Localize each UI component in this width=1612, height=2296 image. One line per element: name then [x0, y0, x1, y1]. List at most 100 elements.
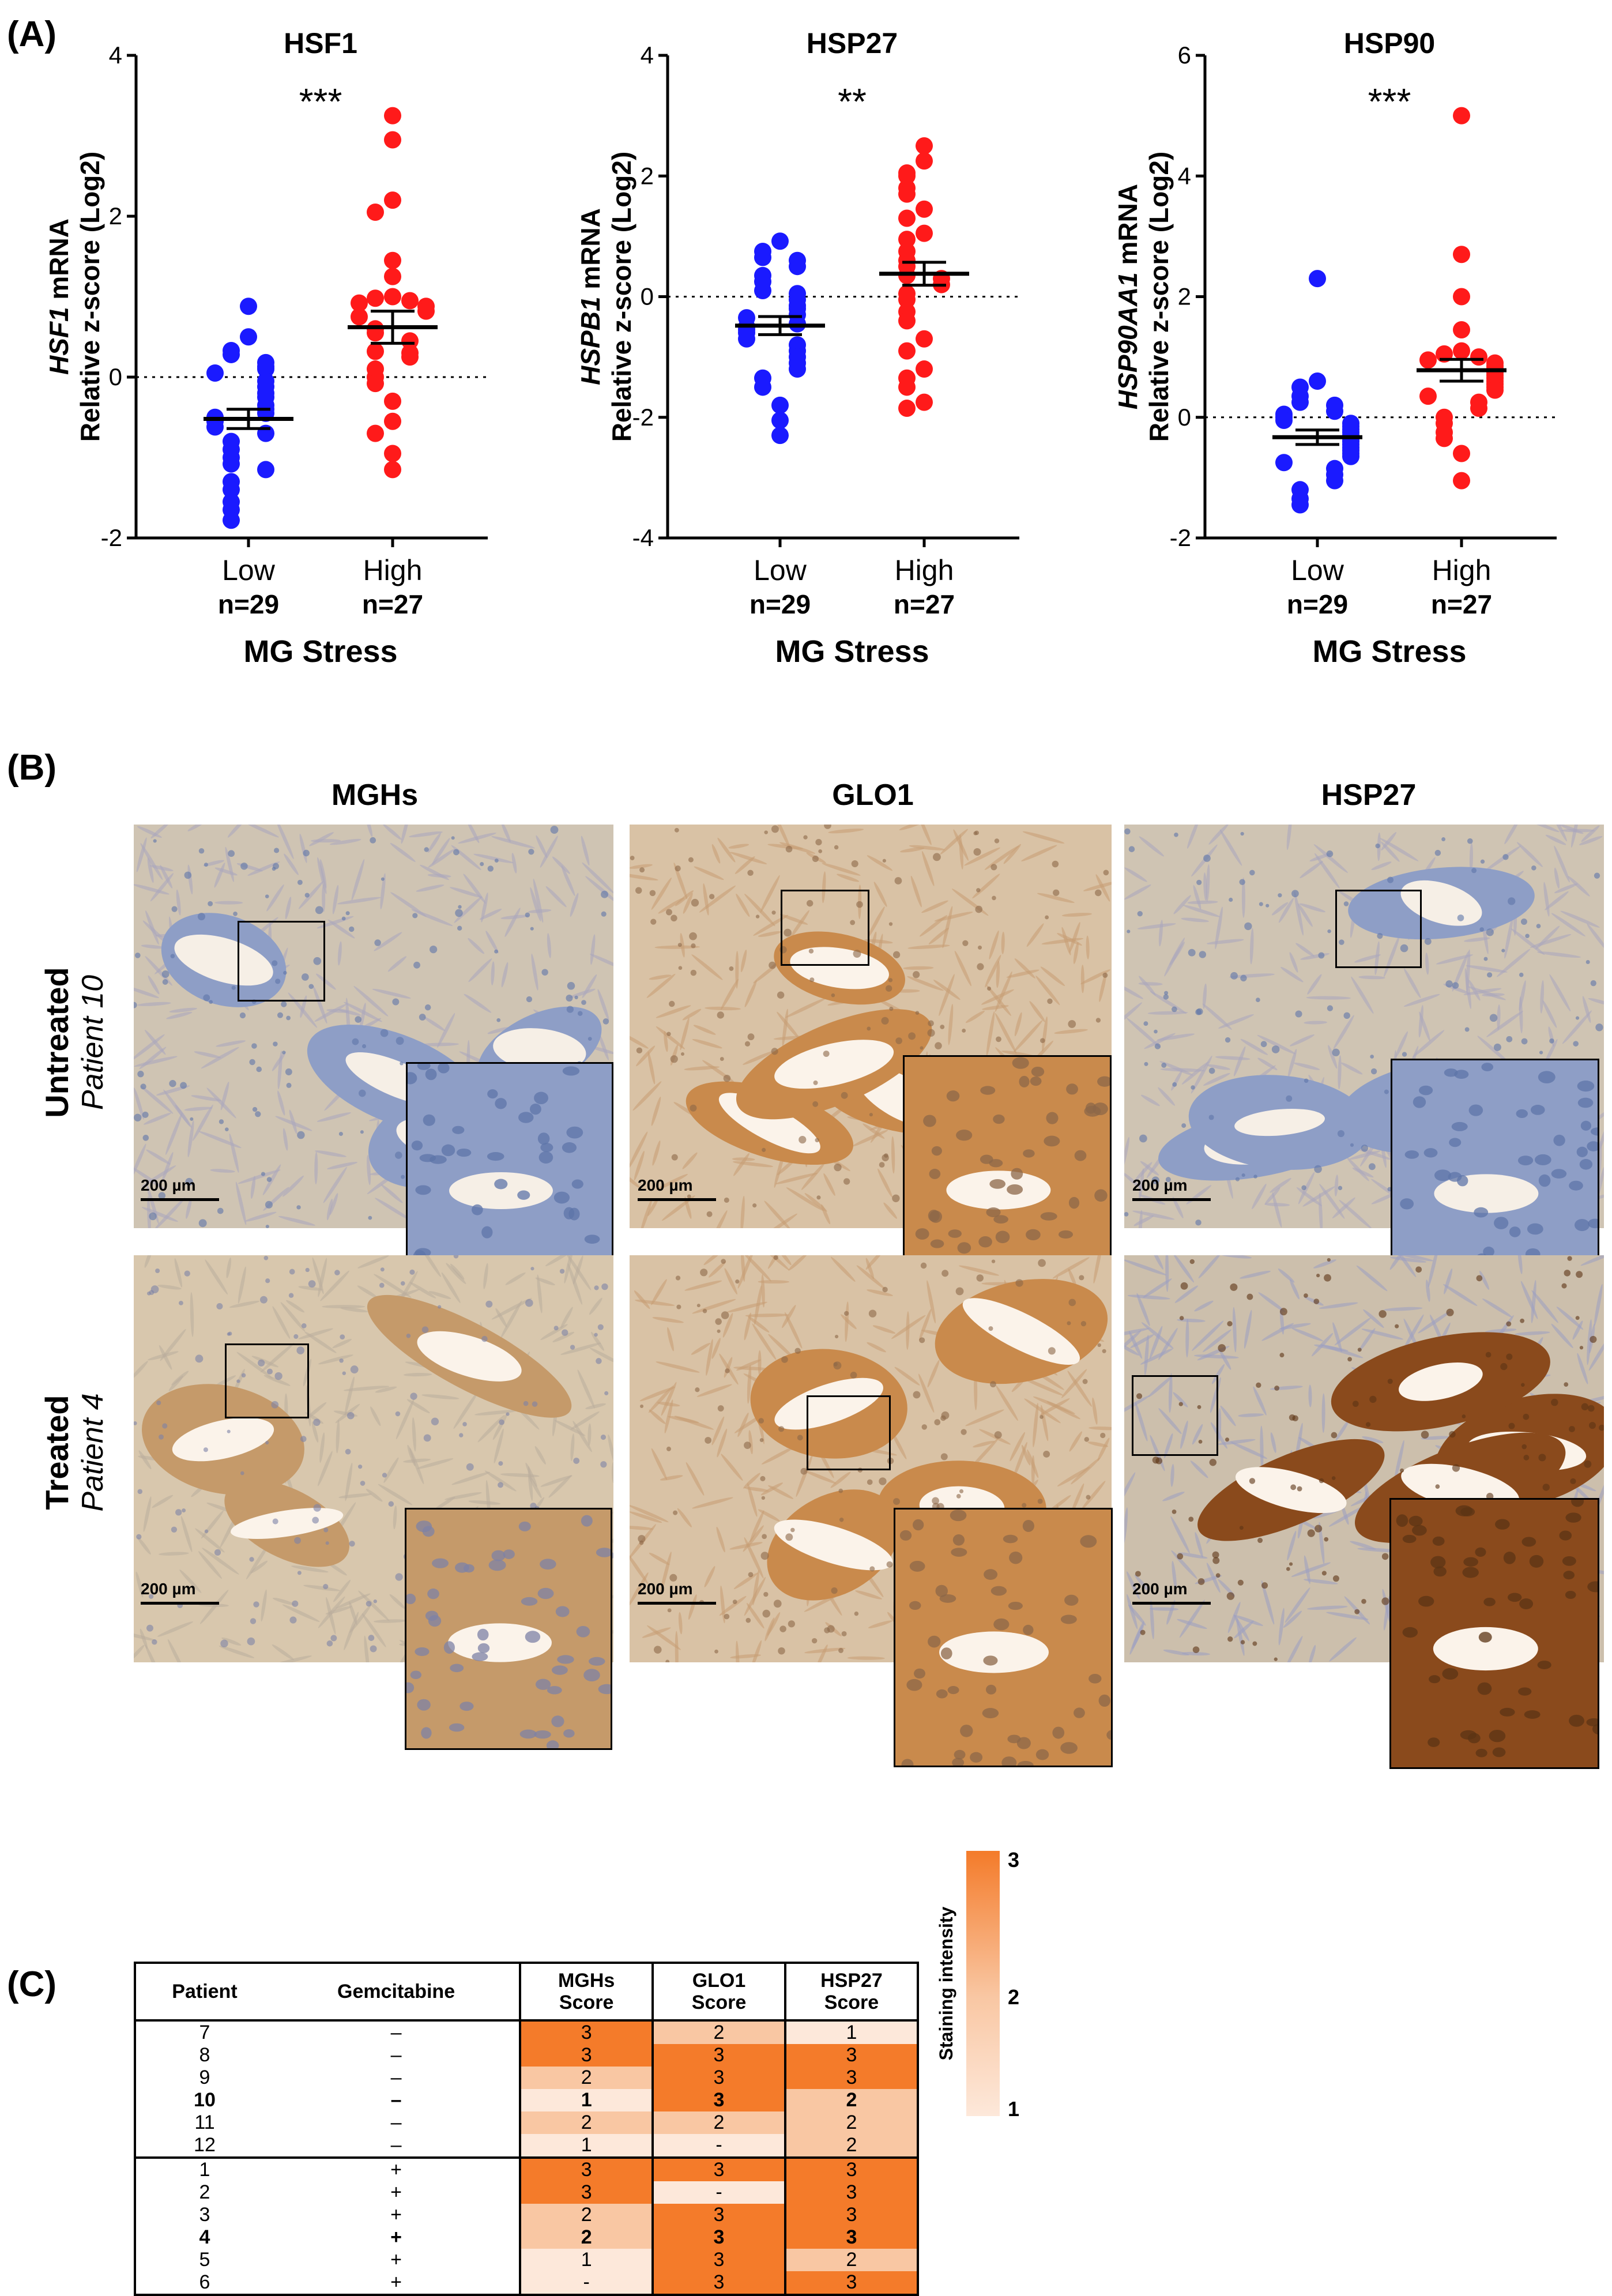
data-point — [1419, 351, 1437, 369]
stroma-fiber — [1244, 1309, 1252, 1349]
stroma-fiber — [451, 1471, 490, 1485]
stroma-fiber — [221, 1637, 242, 1646]
nucleus — [498, 1461, 503, 1466]
inset-nucleus — [529, 1103, 541, 1115]
inset-nucleus — [1587, 1581, 1605, 1593]
stroma-fiber — [740, 1196, 745, 1228]
stroma-fiber — [577, 1369, 595, 1409]
stroma-fiber — [1291, 1328, 1324, 1342]
stroma-fiber — [318, 1354, 353, 1365]
nucleus — [175, 1509, 182, 1516]
data-point — [367, 289, 384, 307]
stroma-fiber — [965, 1409, 1004, 1426]
stroma-fiber — [554, 1420, 586, 1436]
stroma-fiber — [865, 1258, 875, 1279]
stroma-fiber — [285, 897, 292, 920]
stroma-fiber — [1554, 883, 1578, 894]
y-tick-label: 2 — [109, 202, 122, 229]
nucleus — [453, 1255, 459, 1259]
stroma-fiber — [789, 910, 809, 939]
stroma-fiber — [1297, 903, 1313, 927]
stroma-fiber — [219, 1646, 255, 1658]
stroma-fiber — [761, 1213, 798, 1228]
stroma-fiber — [590, 1331, 605, 1351]
nucleus — [1164, 991, 1169, 995]
stroma-fiber — [744, 1486, 769, 1492]
nucleus — [190, 1117, 194, 1121]
inset-nucleus — [1495, 1519, 1510, 1530]
stroma-fiber — [692, 1038, 722, 1049]
nucleus — [894, 877, 902, 884]
stroma-fiber — [494, 1428, 504, 1463]
stroma-fiber — [1285, 1636, 1303, 1662]
stroma-fiber — [322, 884, 326, 912]
stroma-fiber — [1287, 1049, 1297, 1078]
nucleus — [800, 1467, 808, 1475]
nucleus — [747, 1033, 755, 1041]
stroma-fiber — [804, 1470, 837, 1484]
nucleus — [596, 1358, 602, 1364]
stroma-fiber — [1542, 1000, 1557, 1028]
stroma-fiber — [167, 1639, 186, 1662]
data-point — [789, 258, 806, 276]
stroma-fiber — [468, 938, 485, 954]
nucleus — [258, 1359, 265, 1367]
nucleus — [208, 901, 213, 906]
inset-nucleus — [429, 1155, 447, 1164]
nucleus — [526, 996, 533, 1003]
stroma-fiber — [150, 873, 174, 902]
stroma-fiber — [630, 864, 653, 869]
nucleus — [976, 888, 981, 893]
nucleus — [265, 894, 269, 898]
stroma-fiber — [863, 1123, 885, 1139]
stroma-fiber — [1287, 1530, 1297, 1561]
stroma-fiber — [694, 866, 724, 880]
nucleus — [275, 978, 281, 984]
stroma-fiber — [649, 1409, 666, 1424]
nucleus — [574, 995, 578, 1000]
header-text: Score — [691, 1992, 747, 2013]
stroma-fiber — [1010, 1432, 1025, 1462]
nucleus — [1489, 1014, 1498, 1022]
nucleus — [361, 1044, 367, 1049]
stroma-fiber — [1170, 1516, 1190, 1554]
stroma-fiber — [186, 1198, 192, 1219]
inset-nucleus — [1098, 1694, 1111, 1707]
data-point — [1419, 387, 1437, 405]
cell-hsp27-score: 1 — [784, 2020, 918, 2044]
stroma-fiber — [1452, 951, 1469, 992]
nucleus — [1043, 1451, 1050, 1458]
inset-nucleus — [1569, 1714, 1584, 1727]
data-point — [1309, 372, 1326, 390]
inset-nucleus — [1489, 1729, 1506, 1742]
cell-glo1-score: - — [651, 2181, 785, 2204]
cell-patient: 9 — [199, 2067, 210, 2088]
stroma-fiber — [837, 874, 860, 882]
stroma-fiber — [634, 1150, 645, 1181]
nucleus — [297, 879, 303, 885]
y-axis-label: HSP90AA1 mRNA — [1113, 184, 1143, 409]
nucleus — [487, 865, 494, 872]
zoom-inset — [894, 1508, 1119, 1771]
stroma-fiber — [773, 825, 791, 849]
nucleus — [231, 985, 236, 990]
inset-nucleus — [1400, 1198, 1414, 1210]
nucleus — [671, 914, 677, 922]
stroma-fiber — [865, 1255, 884, 1270]
stroma-fiber — [378, 1484, 413, 1505]
stroma-fiber — [375, 1198, 412, 1221]
nucleus — [182, 1508, 186, 1513]
stroma-fiber — [487, 1027, 509, 1034]
stroma-fiber — [464, 993, 492, 1013]
stroma-fiber — [1393, 1440, 1404, 1484]
nucleus — [1197, 1578, 1205, 1585]
nucleus — [253, 1601, 259, 1608]
stroma-fiber — [830, 1471, 851, 1488]
stroma-fiber — [910, 875, 922, 908]
inset-nucleus — [989, 1159, 1003, 1168]
nucleus — [839, 1518, 844, 1522]
inset-nucleus — [906, 1678, 922, 1691]
nucleus — [1068, 1298, 1076, 1307]
nucleus — [1324, 1274, 1331, 1282]
y-tick-label: -4 — [632, 524, 654, 551]
